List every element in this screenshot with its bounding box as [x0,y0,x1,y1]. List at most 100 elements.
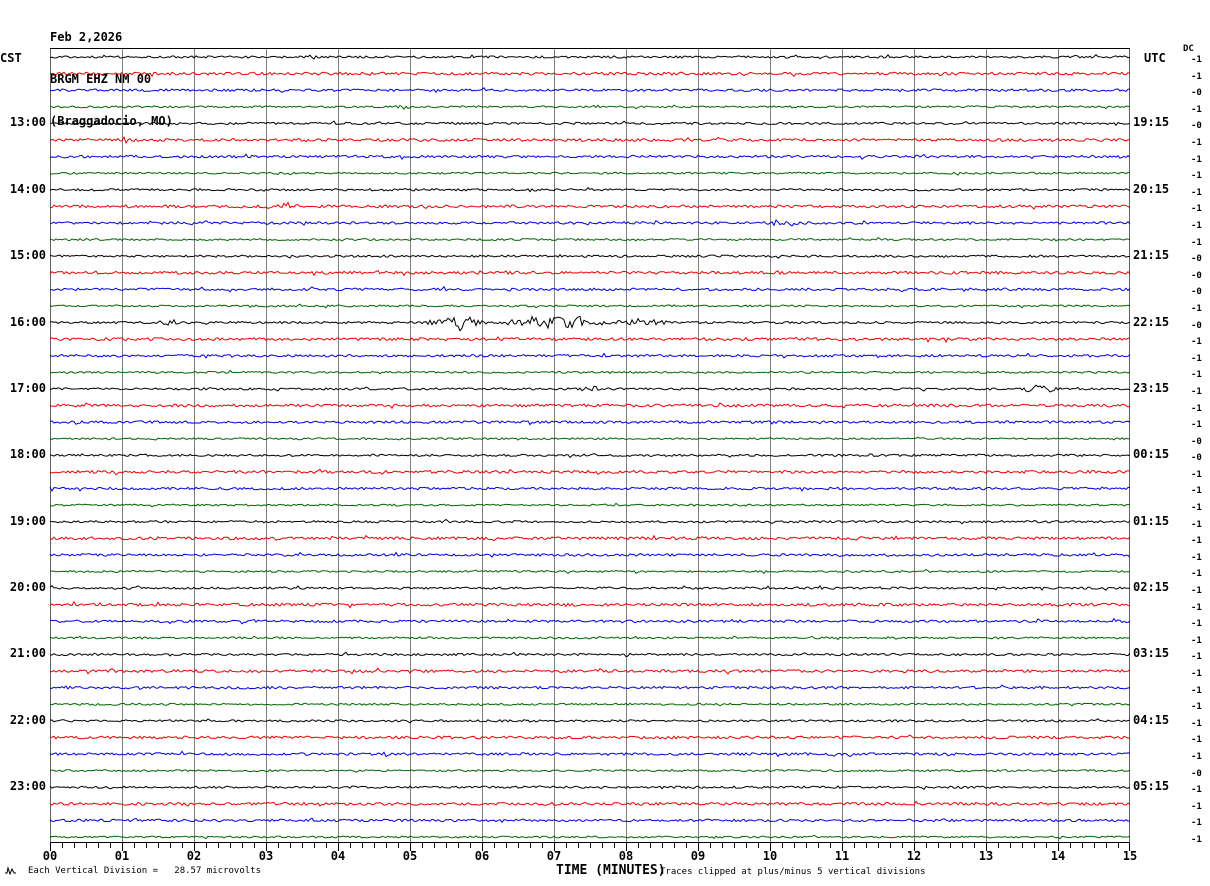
dc-offset-value: -1 [1191,486,1202,497]
dc-offset-value: -1 [1191,55,1202,65]
seismogram-trace-row-28 [49,502,1131,508]
seismogram-trace-row-20 [49,369,1131,375]
seismogram-trace-row-36 [49,635,1131,641]
utc-hour-label: 02:15 [1133,580,1170,595]
dc-offset-value: -1 [1191,337,1202,348]
trace-wiggle-mark [5,866,16,875]
dc-offset-value: -1 [1191,386,1202,397]
seismogram-trace-row-3 [49,87,1131,94]
x-axis-title: TIME (MINUTES) [556,863,666,878]
seismogram-trace-row-1 [49,53,1131,60]
x-tick-label-12: 12 [906,849,922,863]
seismogram-trace-row-10 [49,201,1131,210]
dc-offset-value: -1 [1191,469,1202,480]
dc-offset-value: -1 [1191,652,1202,663]
x-tick-label-10: 10 [762,849,778,863]
dc-offset-value: -1 [1191,104,1202,115]
dc-offset-value: -1 [1191,752,1202,763]
utc-hour-label: 01:15 [1133,513,1170,528]
cst-hour-label: 23:00 [9,779,46,794]
title-block: Feb 2,2026 BRGM EHZ NM 00 (Braggadocio, … [50,2,173,142]
right-timezone-label: UTC [1144,51,1166,65]
x-tick-label-01: 01 [114,849,130,863]
dc-column-header: DC [1183,44,1194,54]
seismogram-trace-row-43 [49,750,1131,758]
seismogram-trace-row-39 [49,684,1131,691]
x-tick-label-02: 02 [186,849,202,863]
dc-offset-value: -1 [1191,785,1202,796]
dc-offset-value: -0 [1191,768,1202,779]
seismogram-trace-row-44 [49,768,1131,773]
seismogram-trace-row-21 [49,384,1131,393]
seismogram-trace-row-19 [49,352,1131,359]
dc-offset-value: -1 [1191,586,1202,597]
dc-offset-value: -0 [1191,436,1202,447]
seismogram-trace-row-47 [49,817,1131,824]
x-tick-label-03: 03 [258,849,274,863]
dc-offset-value: -1 [1191,420,1202,431]
dc-offset-value: -1 [1191,801,1202,812]
utc-hour-label: 23:15 [1133,380,1170,395]
cst-hour-label: 22:00 [9,712,46,727]
seismogram-trace-row-35 [50,617,1131,625]
seismogram-trace-row-14 [49,269,1131,277]
x-tick-label-08: 08 [618,849,634,863]
dc-offset-value: -1 [1191,519,1202,530]
dc-offset-value: -1 [1191,171,1202,182]
dc-offset-value: -0 [1191,287,1202,298]
dc-offset-value: -1 [1191,303,1202,314]
seismogram-trace-row-16 [49,303,1131,309]
seismogram-trace-row-7 [49,153,1131,160]
utc-hour-label: 03:15 [1133,646,1170,661]
dc-offset-value: -1 [1191,370,1202,381]
utc-hour-label: 00:15 [1133,447,1170,462]
dc-offset-value: -1 [1191,137,1202,148]
seismogram-trace-row-48 [49,834,1131,840]
dc-offset-value: -1 [1191,237,1202,248]
dc-offset-value: -1 [1191,685,1202,696]
x-tick-label-05: 05 [402,849,418,863]
seismogram-trace-row-31 [49,551,1131,558]
dc-offset-value: -1 [1191,569,1202,580]
dc-offset-value: -1 [1191,154,1202,165]
dc-offset-value: -1 [1191,353,1202,364]
dc-offset-value: -1 [1191,669,1202,680]
dc-offset-value: -0 [1191,320,1202,331]
cst-hour-label: 16:00 [9,314,46,329]
dc-offset-value: -1 [1191,503,1202,514]
seismogram-trace-row-18 [49,336,1131,344]
dc-offset-value: -1 [1191,187,1202,198]
x-tick-label-11: 11 [834,849,850,863]
x-tick-label-07: 07 [546,849,562,863]
seismogram-trace-row-32 [49,568,1131,575]
seismogram-trace-row-5 [49,120,1131,127]
x-tick-label-15: 15 [1122,849,1138,863]
dc-offset-value: -0 [1191,88,1202,99]
cst-hour-label: 17:00 [9,380,46,395]
x-tick-label-04: 04 [330,849,346,863]
cst-hour-label: 15:00 [9,248,46,263]
seismogram-trace-row-37 [50,651,1131,658]
dc-offset-value: -0 [1191,254,1202,265]
x-tick-label-14: 14 [1050,849,1066,863]
utc-hour-label: 19:15 [1133,115,1170,130]
title-station: BRGM EHZ NM 00 [50,72,152,86]
dc-offset-value: -1 [1191,835,1202,845]
seismogram-trace-row-40 [49,702,1131,707]
left-timezone-label: CST [0,51,22,65]
cst-hour-label: 14:00 [9,181,46,196]
seismogram-trace-row-45 [49,785,1131,791]
seismogram-trace-row-30 [49,534,1131,542]
seismogram-trace-row-4 [50,104,1131,111]
dc-offset-value: -1 [1191,619,1202,630]
dc-offset-value: -0 [1191,270,1202,281]
vertical-division-note: Each Vertical Division = 28.57 microvolt… [28,866,261,876]
dc-offset-value: -0 [1191,453,1202,464]
utc-hour-label: 04:15 [1133,712,1170,727]
utc-hour-label: 05:15 [1133,779,1170,794]
seismogram-trace-row-33 [49,584,1131,591]
seismogram-trace-row-17 [49,315,1131,332]
seismogram-trace-row-29 [49,518,1131,525]
seismogram-trace-row-15 [49,285,1131,293]
dc-offset-value: -1 [1191,718,1202,729]
